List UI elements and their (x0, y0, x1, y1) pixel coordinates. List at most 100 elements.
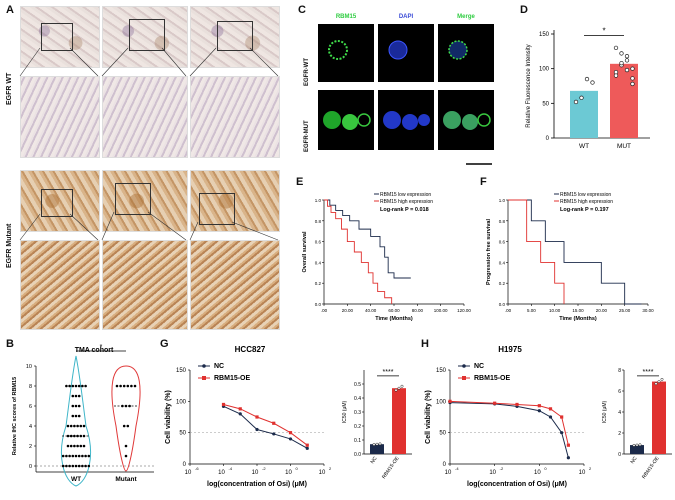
x-tick-exp: 0 (544, 466, 547, 471)
x-tick-label: 10 (534, 470, 541, 476)
point-curve-nc (255, 427, 259, 432)
ihc-mut-low-2 (102, 170, 188, 232)
point-curve-nc (548, 415, 553, 419)
y-tick-label: 2 (29, 444, 32, 450)
point-curve-nc (238, 412, 242, 416)
point-wt (74, 464, 78, 468)
chart-title: TMA cohort (75, 347, 114, 354)
ihc-wt-high-2 (102, 76, 188, 158)
point-curve-rbm15-oe (448, 399, 452, 403)
x-tick-label: 30.00 (642, 308, 654, 313)
bar-y-tick-label: 6 (618, 389, 621, 395)
point-wt (77, 394, 81, 398)
ic50-bar-1 (652, 381, 666, 454)
bar-x-tick-label: RBM15-OE (381, 455, 401, 480)
x-tick-label: 60.00 (388, 308, 400, 313)
km-high (324, 199, 393, 304)
bar-y-tick-label: 0.5 (354, 382, 361, 388)
point-wt (77, 464, 81, 468)
point-mutant (124, 454, 128, 458)
point-curve-rbm15-oe (272, 421, 276, 425)
point-wt (68, 454, 71, 458)
x-tick-label: 10 (185, 470, 192, 476)
ic50-point (372, 443, 376, 446)
ihc-mut-high-2 (102, 240, 188, 330)
bar-y-tick-label: 0 (618, 452, 621, 458)
sig-marker: **** (643, 369, 654, 376)
panel-label-e: E (296, 176, 304, 188)
bar-x-tick-label: NC (370, 455, 379, 465)
ihc-wt-low-3 (190, 6, 280, 68)
data-point (584, 76, 590, 82)
x-tick-label: MUT (617, 143, 631, 150)
point-wt (81, 454, 84, 458)
y-axis-label: Progression free survival (486, 219, 492, 286)
y-tick-label: 150 (539, 32, 550, 38)
ihc-wt-low-2 (102, 6, 188, 68)
curve-rbm15-oe (223, 403, 308, 446)
point-wt (87, 454, 91, 458)
bar-y-axis-label: IC50 (μM) (602, 401, 608, 424)
curve-nc (223, 405, 308, 449)
point-wt (66, 424, 70, 428)
y-axis-label: Overall survival (302, 231, 308, 272)
point-curve-rbm15-oe (493, 401, 497, 405)
ic50-bar-0 (370, 444, 384, 454)
curve-nc (449, 402, 569, 458)
panel-label-f: F (480, 176, 487, 188)
point-mutant (122, 384, 126, 388)
legend-rbm15-oe: RBM15-OE (474, 375, 511, 382)
legend-nc: NC (474, 363, 484, 370)
ic50-bar-0 (630, 445, 644, 454)
x-tick-label: 40.00 (365, 308, 377, 313)
ihc-wt-high-3 (190, 76, 280, 158)
point-wt (68, 384, 71, 388)
point-wt (79, 424, 83, 428)
ihc-mut-low-1 (20, 170, 100, 232)
x-tick-exp: -4 (455, 466, 459, 471)
y-tick-label: 100 (436, 399, 447, 405)
y-tick-label: 0.8 (315, 219, 322, 224)
ic50-point (400, 384, 404, 388)
bar-y-tick-label: 0.0 (354, 452, 361, 458)
x-tick-label: 10 (218, 470, 225, 476)
point-wt (69, 444, 73, 448)
legend-marker-nc (462, 364, 466, 368)
point-mutant (115, 384, 119, 388)
x-tick-exp: -2 (500, 466, 504, 471)
point-wt (74, 414, 78, 418)
data-point (613, 69, 619, 75)
x-tick-exp: 0 (296, 466, 299, 471)
point-wt (77, 404, 81, 408)
point-wt (71, 384, 75, 388)
y-tick-label: 8 (29, 384, 32, 390)
ic50-point (397, 386, 401, 390)
x-tick-label: 10 (445, 470, 452, 476)
point-curve-nc (305, 446, 309, 450)
km-low (324, 199, 411, 279)
data-point (624, 67, 630, 73)
y-tick-label: 100 (539, 67, 550, 73)
x-tick-label: .00 (321, 308, 328, 313)
km-high (508, 199, 565, 304)
point-wt (81, 464, 84, 468)
y-tick-label: 1.0 (499, 198, 506, 203)
data-point (590, 80, 595, 85)
col-label-merge: Merge (457, 14, 475, 20)
point-curve-rbm15-oe (255, 415, 259, 419)
point-wt (69, 434, 73, 438)
x-tick-label: 10 (285, 470, 292, 476)
logrank-p: Log-rank P = 0.018 (380, 207, 429, 213)
point-wt (65, 454, 68, 458)
x-axis-label: log(concentration of Osi) (μM) (467, 481, 567, 488)
sig-marker: * (100, 344, 103, 351)
point-wt (66, 444, 70, 448)
x-axis-label: Time (Months) (559, 316, 597, 322)
bar-x-tick-label: NC (630, 455, 639, 465)
chart-title: HCC827 (235, 345, 266, 354)
y-tick-label: 150 (436, 368, 447, 374)
x-axis-label: log(concentration of Osi) (μM) (207, 481, 307, 488)
ihc-mut-low-3 (190, 170, 280, 232)
x-tick-label: 10 (252, 470, 259, 476)
y-axis-label: Relative Fluorescence Intensity (526, 44, 532, 127)
